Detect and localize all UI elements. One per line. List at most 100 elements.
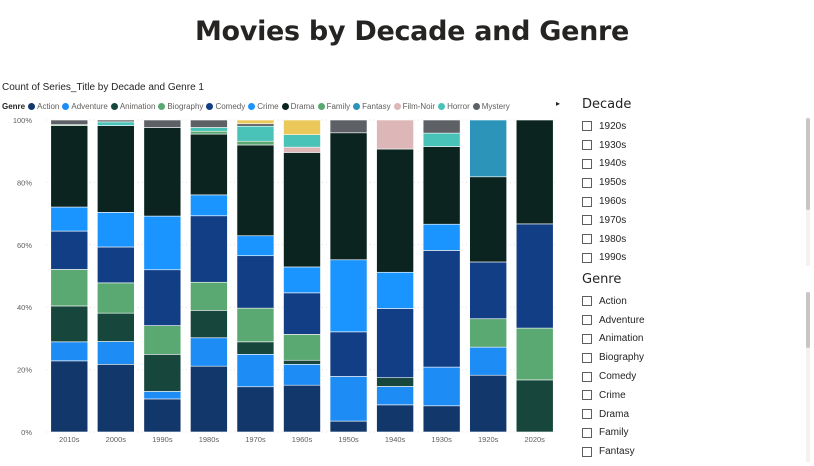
bar-segment-2010s-mystery[interactable]	[50, 119, 89, 125]
checkbox[interactable]	[582, 252, 592, 263]
legend-item-mystery[interactable]: Mystery	[472, 102, 510, 111]
bar-segment-2020s-comedy[interactable]	[515, 223, 554, 329]
bar-segment-1940s-action[interactable]	[376, 404, 414, 433]
bar-segment-2000s-biography[interactable]	[97, 282, 135, 314]
decade-slicer-item-1980s[interactable]: 1980s	[582, 230, 631, 249]
bar-segment-1970s-biography[interactable]	[236, 307, 275, 343]
bar-segment-1960s-comedy[interactable]	[283, 292, 321, 335]
bar-segment-2000s-crime[interactable]	[97, 212, 135, 248]
bar-segment-1980s-drama[interactable]	[190, 133, 228, 196]
legend-item-comedy[interactable]: Comedy	[206, 102, 245, 111]
legend-item-animation[interactable]: Animation	[110, 102, 155, 111]
bar-segment-1970s-thriller[interactable]	[236, 119, 275, 125]
bar-segment-1930s-horror[interactable]	[422, 132, 461, 147]
bar-segment-2010s-drama[interactable]	[50, 125, 89, 208]
bar-segment-2020s-drama[interactable]	[515, 119, 554, 225]
checkbox[interactable]	[582, 333, 592, 344]
bar-segment-1990s-animation[interactable]	[143, 354, 182, 392]
genre-slicer-item-biography[interactable]: Biography	[582, 348, 645, 367]
genre-slicer-item-comedy[interactable]: Comedy	[582, 367, 645, 386]
bar-segment-1950s-comedy[interactable]	[329, 331, 368, 377]
checkbox[interactable]	[582, 427, 592, 438]
bar-segment-2010s-action[interactable]	[50, 360, 89, 433]
bar-segment-1970s-adventure[interactable]	[236, 354, 275, 388]
bar-segment-1920s-comedy[interactable]	[469, 261, 507, 320]
decade-slicer-item-1970s[interactable]: 1970s	[582, 211, 631, 230]
checkbox[interactable]	[582, 296, 592, 307]
bar-segment-1950s-adventure[interactable]	[329, 376, 368, 422]
checkbox[interactable]	[582, 371, 592, 382]
decade-slicer-item-1950s[interactable]: 1950s	[582, 173, 631, 192]
checkbox[interactable]	[582, 234, 592, 245]
bar-segment-1930s-comedy[interactable]	[422, 250, 461, 368]
genre-slicer-item-animation[interactable]: Animation	[582, 330, 645, 349]
bar-segment-1990s-drama[interactable]	[143, 127, 182, 217]
legend-item-biography[interactable]: Biography	[158, 102, 203, 111]
bar-segment-1960s-horror[interactable]	[283, 134, 321, 148]
bar-segment-1920s-fantasy[interactable]	[469, 119, 507, 178]
bar-segment-2010s-biography[interactable]	[50, 269, 89, 307]
genre-slicer-item-action[interactable]: Action	[582, 292, 645, 311]
decade-slicer-item-1930s[interactable]: 1930s	[582, 136, 631, 155]
bar-segment-1970s-animation[interactable]	[236, 341, 275, 355]
bar-segment-1940s-adventure[interactable]	[376, 386, 414, 406]
bar-segment-1990s-adventure[interactable]	[143, 391, 182, 400]
legend-item-adventure[interactable]: Adventure	[62, 102, 108, 111]
genre-slicer-item-drama[interactable]: Drama	[582, 405, 645, 424]
bar-segment-1940s-animation[interactable]	[376, 377, 414, 387]
bar-segment-1980s-animation[interactable]	[190, 310, 228, 339]
bar-segment-2000s-drama[interactable]	[97, 125, 135, 213]
bar-segment-2010s-comedy[interactable]	[50, 230, 89, 270]
bar-segment-1980s-horror[interactable]	[190, 127, 228, 132]
bar-segment-1970s-horror[interactable]	[236, 125, 275, 142]
legend-item-crime[interactable]: Crime	[248, 102, 279, 111]
genre-slicer-item-adventure[interactable]: Adventure	[582, 311, 645, 330]
legend-item-family[interactable]: Family	[317, 102, 350, 111]
bar-segment-2010s-animation[interactable]	[50, 305, 89, 343]
bar-segment-2000s-animation[interactable]	[97, 312, 135, 342]
bar-segment-1930s-mystery[interactable]	[422, 119, 461, 134]
bar-segment-2010s-crime[interactable]	[50, 206, 89, 232]
checkbox[interactable]	[582, 177, 592, 188]
bar-segment-1990s-crime[interactable]	[143, 215, 182, 271]
bar-segment-1980s-adventure[interactable]	[190, 337, 228, 367]
bar-segment-1940s-drama[interactable]	[376, 148, 414, 273]
bar-segment-1940s-comedy[interactable]	[376, 308, 414, 379]
bar-segment-1960s-crime[interactable]	[283, 266, 321, 294]
checkbox[interactable]	[582, 196, 592, 207]
bar-segment-2000s-action[interactable]	[97, 363, 135, 433]
bar-segment-1950s-crime[interactable]	[329, 259, 368, 333]
bar-segment-1940s-crime[interactable]	[376, 271, 414, 309]
bar-segment-1930s-adventure[interactable]	[422, 366, 461, 407]
bar-segment-2000s-horror[interactable]	[97, 121, 135, 126]
checkbox[interactable]	[582, 390, 592, 401]
decade-slicer-item-1920s[interactable]: 1920s	[582, 117, 631, 136]
bar-segment-1980s-family[interactable]	[190, 130, 228, 135]
checkbox[interactable]	[582, 158, 592, 169]
bar-segment-1950s-mystery[interactable]	[329, 119, 368, 134]
genre-scroll-thumb[interactable]	[806, 292, 810, 348]
bar-segment-1920s-action[interactable]	[469, 374, 507, 433]
decade-slicer-item-1960s[interactable]: 1960s	[582, 192, 631, 211]
bar-segment-2000s-adventure[interactable]	[97, 341, 135, 365]
bar-segment-2020s-animation[interactable]	[515, 379, 554, 433]
legend-item-fantasy[interactable]: Fantasy	[353, 102, 391, 111]
bar-segment-1970s-family[interactable]	[236, 140, 275, 146]
bar-segment-1980s-biography[interactable]	[190, 281, 228, 311]
bar-segment-1960s-biography[interactable]	[283, 334, 321, 361]
bar-segment-1960s-thriller[interactable]	[283, 119, 321, 135]
bar-segment-1970s-action[interactable]	[236, 386, 275, 433]
legend-item-film-noir[interactable]: Film-Noir	[393, 102, 435, 111]
bar-segment-1980s-mystery[interactable]	[190, 119, 228, 128]
legend-item-horror[interactable]: Horror	[438, 102, 470, 111]
bar-segment-1930s-drama[interactable]	[422, 146, 461, 225]
bar-segment-1960s-film-noir[interactable]	[283, 146, 321, 153]
genre-slicer-item-fantasy[interactable]: Fantasy	[582, 442, 645, 461]
bar-segment-1920s-drama[interactable]	[469, 176, 507, 263]
bar-segment-1960s-action[interactable]	[283, 384, 321, 433]
bar-segment-1970s-drama[interactable]	[236, 144, 275, 237]
bar-segment-1990s-comedy[interactable]	[143, 269, 182, 326]
bar-segment-1990s-biography[interactable]	[143, 325, 182, 355]
bar-segment-1990s-action[interactable]	[143, 398, 182, 433]
genre-slicer-item-crime[interactable]: Crime	[582, 386, 645, 405]
